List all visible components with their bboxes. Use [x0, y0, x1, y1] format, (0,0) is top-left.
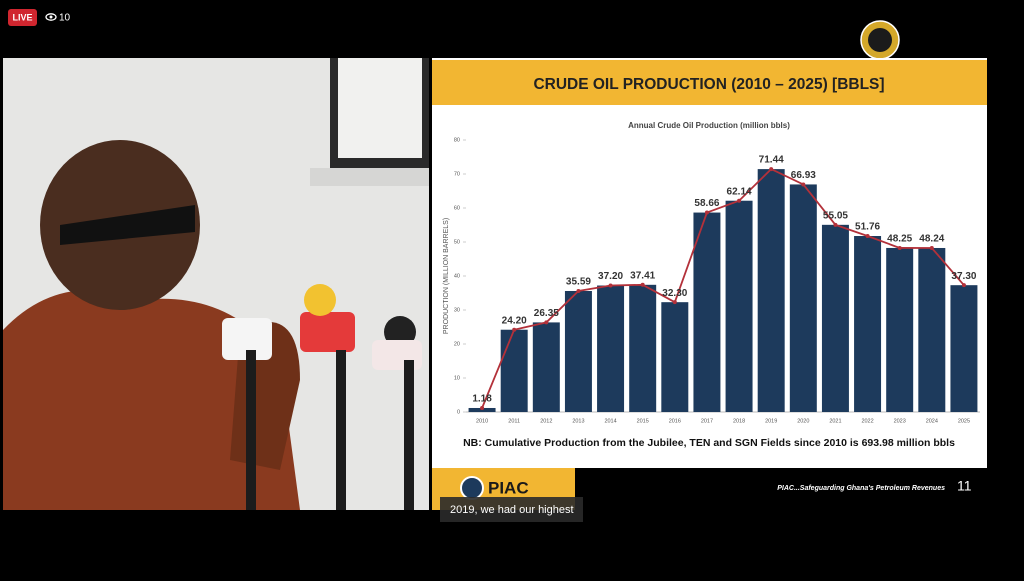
x-tick-label: 2012	[540, 418, 552, 424]
value-label: 26.35	[534, 308, 559, 319]
y-tick-label: 50	[454, 239, 460, 245]
slide-note: NB: Cumulative Production from the Jubil…	[463, 437, 955, 449]
x-tick-label: 2020	[797, 418, 809, 424]
bar	[597, 285, 625, 412]
caption: 2019, we had our highest	[450, 504, 574, 516]
x-tick-label: 2010	[476, 418, 488, 424]
bar	[661, 302, 689, 412]
trend-point	[704, 210, 709, 215]
slide-header	[432, 60, 987, 105]
value-label: 37.30	[951, 271, 976, 282]
live-badge	[8, 9, 37, 26]
trend-point	[769, 167, 774, 172]
bar	[532, 322, 560, 412]
value-label: 1.18	[472, 394, 492, 405]
y-tick-label: 80	[454, 137, 460, 143]
bar	[886, 247, 914, 412]
value-label: 32.30	[662, 288, 687, 299]
y-tick-label: 40	[454, 273, 460, 279]
bar	[500, 329, 528, 412]
x-tick-label: 2023	[894, 418, 906, 424]
value-label: 48.25	[887, 234, 912, 245]
y-tick-label: 0	[457, 409, 460, 415]
trend-point	[672, 300, 677, 305]
x-tick-label: 2017	[701, 418, 713, 424]
x-tick-label: 2019	[765, 418, 777, 424]
value-label: 37.20	[598, 271, 623, 282]
bar	[629, 284, 657, 412]
x-tick-label: 2018	[733, 418, 745, 424]
bar	[789, 184, 817, 412]
slide-title: CRUDE OIL PRODUCTION (2010 – 2025) [BBLS…	[533, 76, 884, 93]
eye-icon	[45, 13, 57, 21]
value-label: 35.59	[566, 277, 591, 288]
x-tick-label: 2014	[604, 418, 616, 424]
live-text: LIVE	[12, 12, 32, 22]
page-number: 11	[957, 478, 972, 494]
trend-line	[481, 168, 965, 409]
x-tick-label: 2021	[829, 418, 841, 424]
trend-point	[737, 198, 742, 203]
bar	[821, 224, 849, 412]
value-label: 71.44	[759, 155, 784, 166]
trend-point	[801, 182, 806, 187]
value-label: 37.41	[630, 270, 655, 281]
trend-point	[512, 327, 517, 332]
value-label: 24.20	[502, 315, 527, 326]
chart-title: Annual Crude Oil Production (million bbl…	[628, 121, 790, 130]
logo-icon	[460, 476, 484, 500]
trend-point	[897, 245, 902, 250]
y-tick-label: 10	[454, 375, 460, 381]
x-tick-label: 2015	[637, 418, 649, 424]
trend-point	[833, 222, 838, 227]
bar	[468, 407, 496, 412]
trend-point	[929, 245, 934, 250]
logo-text: PIAC	[488, 478, 529, 497]
y-tick-label: 60	[454, 205, 460, 211]
trend-point	[865, 234, 870, 239]
tagline: PIAC...Safeguarding Ghana's Petroleum Re…	[777, 485, 945, 492]
caption-box	[440, 497, 583, 522]
speaker-photo	[3, 58, 429, 510]
bar	[918, 247, 946, 412]
x-tick-label: 2013	[572, 418, 584, 424]
x-tick-label: 2022	[861, 418, 873, 424]
x-tick-label: 2016	[669, 418, 681, 424]
x-tick-label: 2011	[508, 418, 520, 424]
y-axis-label: PRODUCTION (MILLION BARRELS)	[443, 218, 450, 334]
bar	[564, 290, 592, 412]
trend-point	[576, 288, 581, 293]
eye-pupil	[49, 15, 53, 19]
bar	[854, 236, 882, 412]
y-tick-label: 20	[454, 341, 460, 347]
value-label: 62.14	[727, 186, 752, 197]
trend-point	[640, 282, 645, 287]
trend-point	[480, 405, 485, 410]
chart: 0 10 20 30 40 50 60 70 80 2010 2011 2012 2013 2014 201…	[454, 137, 980, 424]
x-tick-label: 2024	[926, 418, 938, 424]
y-tick-label: 70	[454, 171, 460, 177]
trend-point	[961, 283, 966, 288]
bar	[757, 169, 785, 412]
value-label: 48.24	[919, 234, 944, 245]
value-label: 51.76	[855, 222, 880, 233]
trend-point	[544, 320, 549, 325]
bar	[693, 212, 721, 412]
trend-point	[608, 283, 613, 288]
value-label: 66.93	[791, 170, 816, 181]
bar	[950, 285, 978, 412]
emblem-center	[868, 28, 892, 52]
x-tick-label: 2025	[958, 418, 970, 424]
bar	[725, 200, 753, 412]
y-tick-label: 30	[454, 307, 460, 313]
value-label: 58.66	[694, 198, 719, 209]
viewer-count: 10	[59, 13, 71, 24]
value-label: 55.05	[823, 210, 848, 221]
